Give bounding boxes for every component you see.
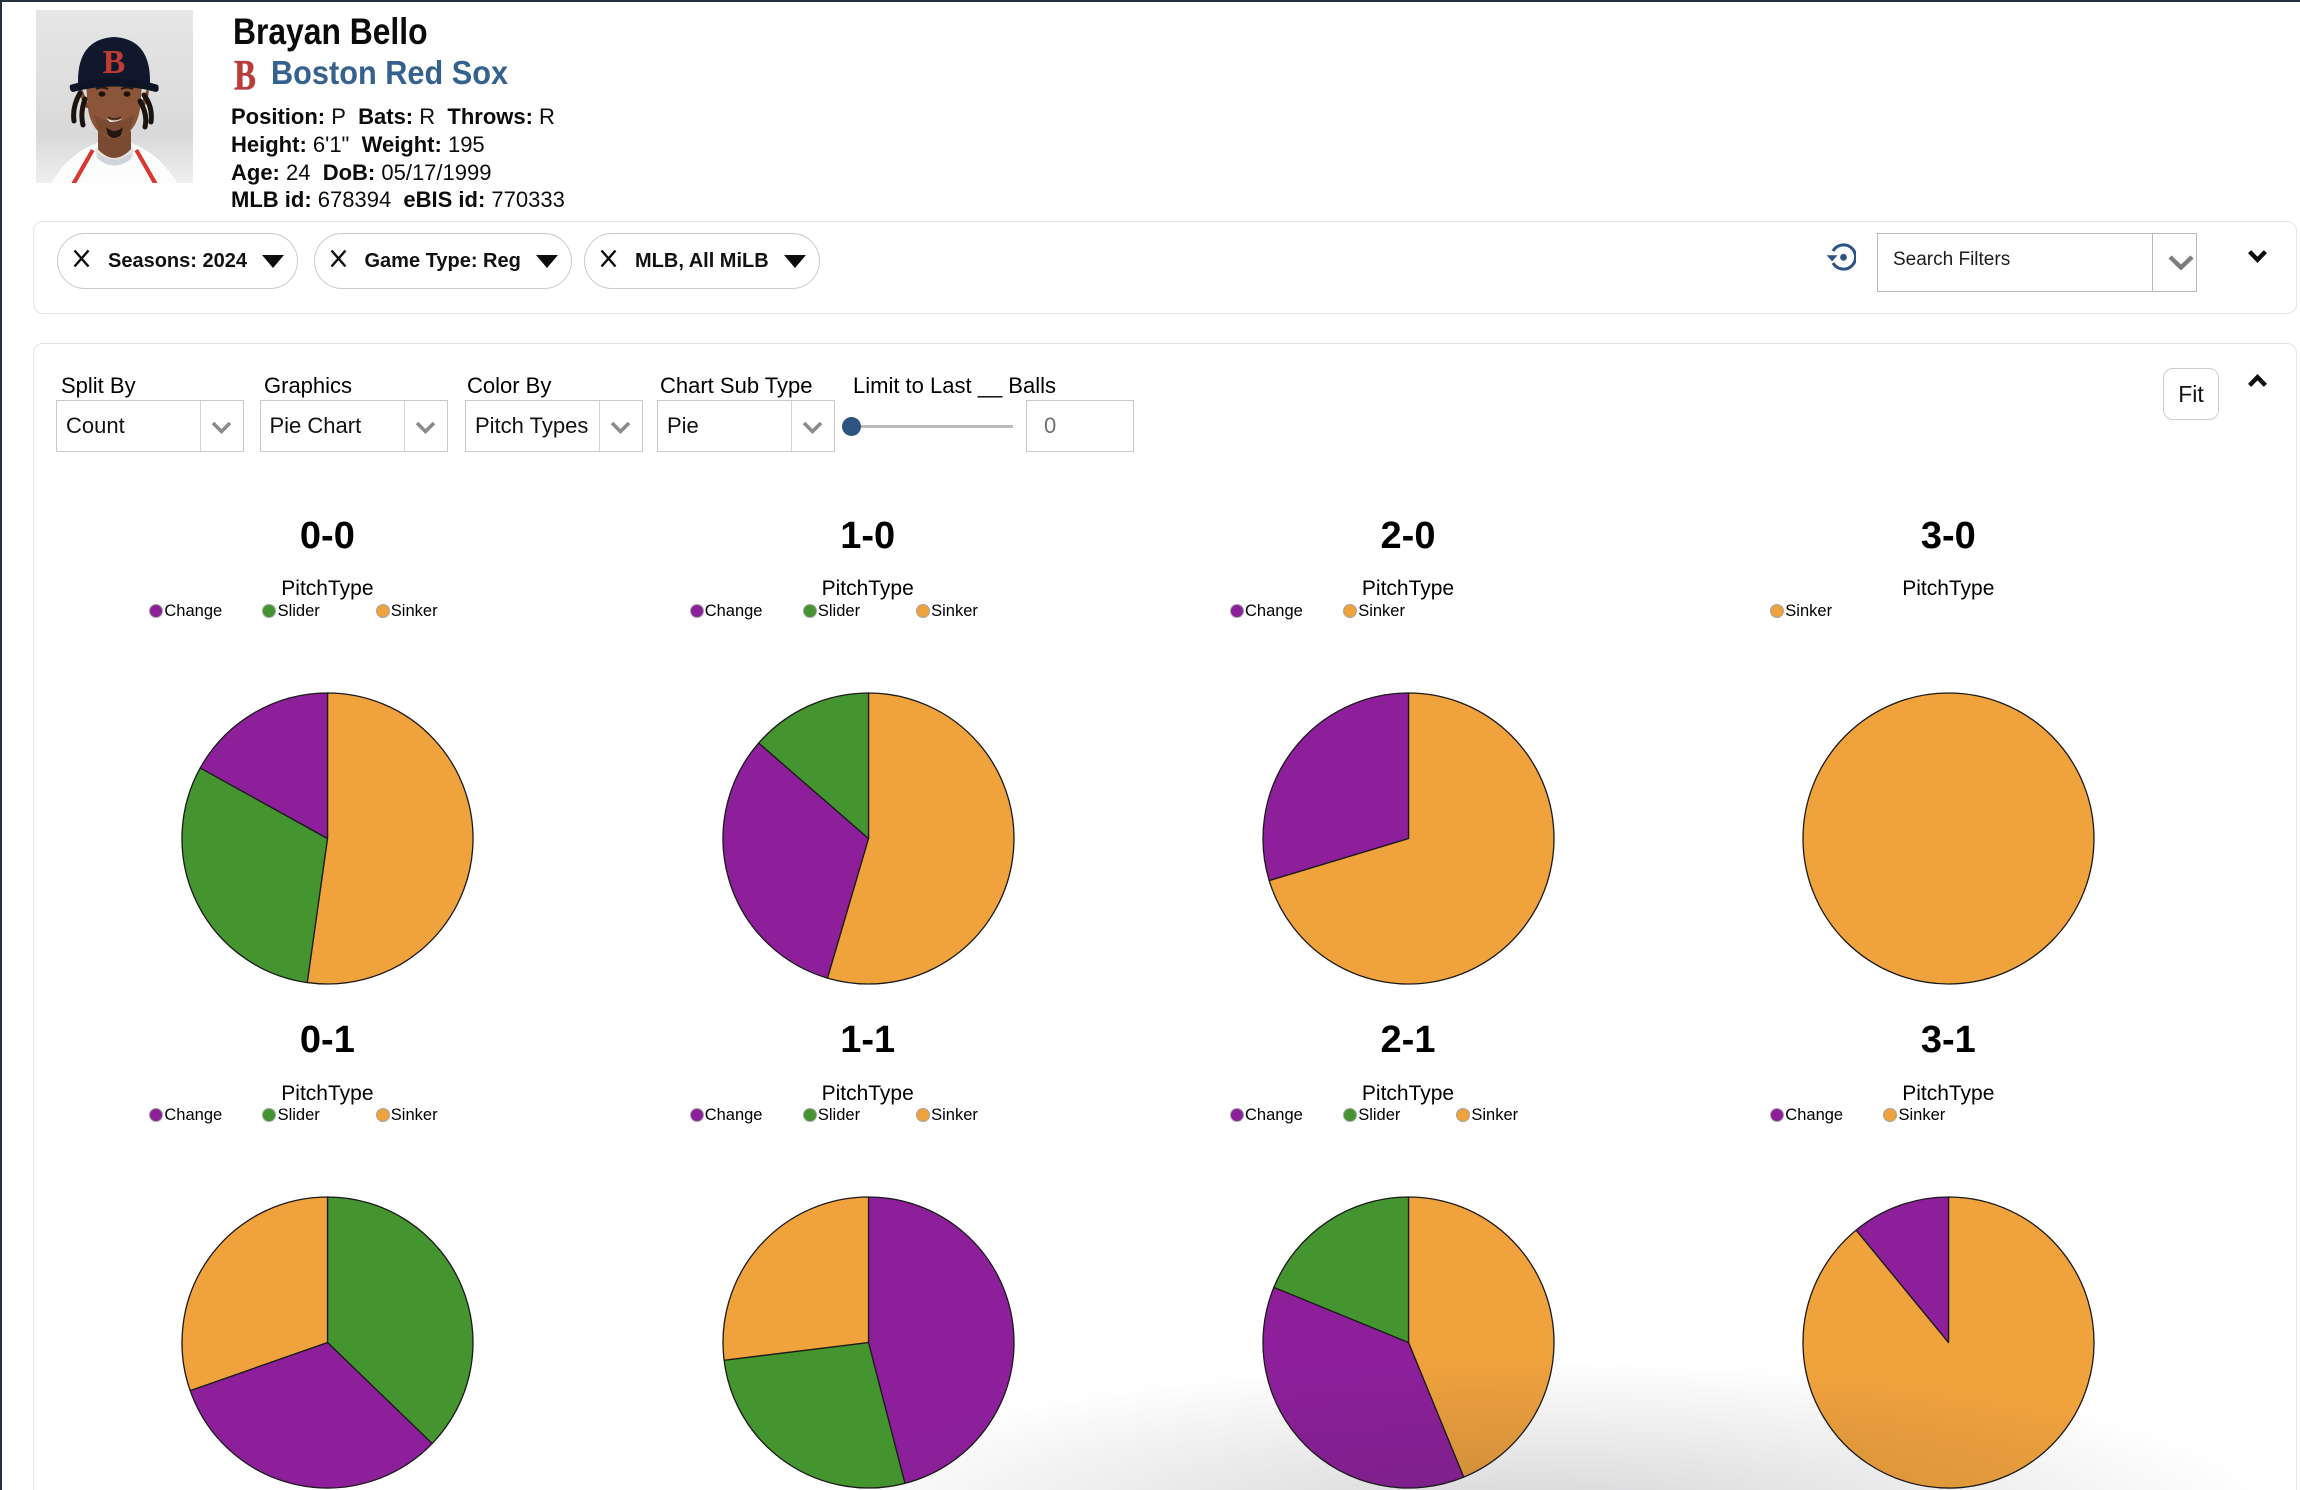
svg-text:B: B bbox=[103, 44, 126, 81]
